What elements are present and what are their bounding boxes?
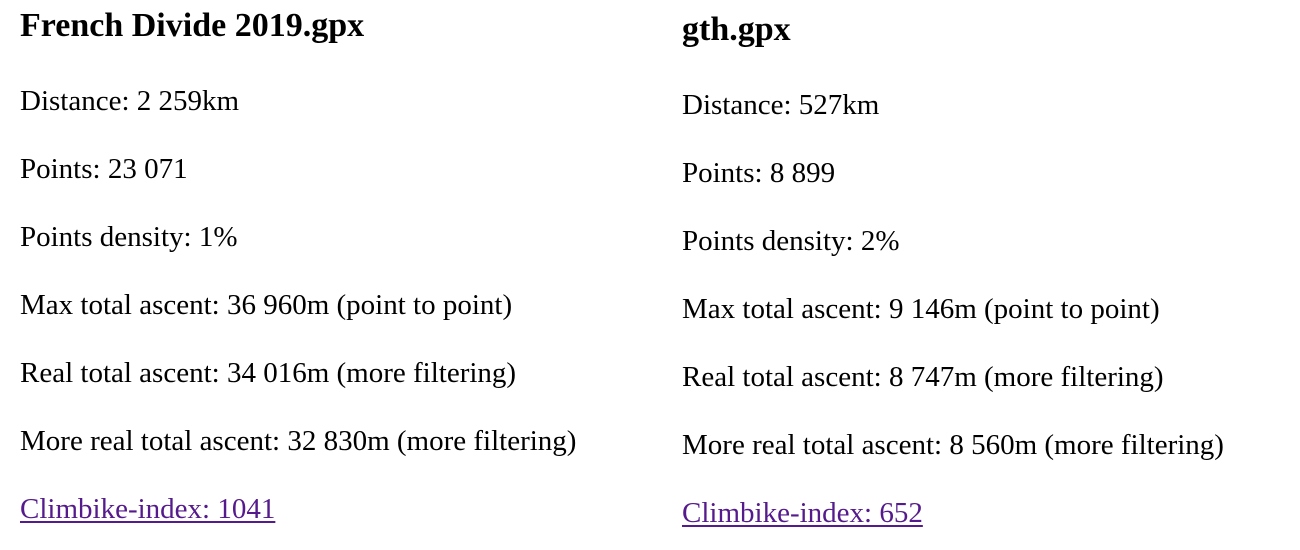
gpx-file-panel-gth: gth.gpx Distance: 527km Points: 8 899 Po…	[682, 4, 1292, 529]
file-title: gth.gpx	[682, 11, 791, 48]
real-total-ascent-stat: Real total ascent: 8 747m (more filterin…	[682, 361, 1164, 393]
distance-stat: Distance: 2 259km	[20, 85, 240, 117]
distance-stat: Distance: 527km	[682, 89, 880, 121]
climbike-index-link[interactable]: Climbike-index: 652	[682, 497, 923, 529]
more-real-total-ascent-stat: More real total ascent: 8 560m (more fil…	[682, 429, 1224, 461]
points-stat: Points: 8 899	[682, 157, 836, 189]
points-density-stat: Points density: 2%	[682, 225, 900, 257]
points-stat: Points: 23 071	[20, 153, 188, 185]
max-total-ascent-stat: Max total ascent: 9 146m (point to point…	[682, 293, 1160, 325]
file-title: French Divide 2019.gpx	[20, 7, 365, 44]
points-density-stat: Points density: 1%	[20, 221, 238, 253]
climbike-index-row: Climbike-index: 652	[682, 496, 923, 530]
climbike-index-link[interactable]: Climbike-index: 1041	[20, 493, 276, 525]
climbike-index-row: Climbike-index: 1041	[20, 492, 275, 526]
max-total-ascent-stat: Max total ascent: 36 960m (point to poin…	[20, 289, 513, 321]
real-total-ascent-stat: Real total ascent: 34 016m (more filteri…	[20, 357, 517, 389]
more-real-total-ascent-stat: More real total ascent: 32 830m (more fi…	[20, 425, 577, 457]
gpx-file-panel-french-divide: French Divide 2019.gpx Distance: 2 259km…	[20, 0, 660, 525]
